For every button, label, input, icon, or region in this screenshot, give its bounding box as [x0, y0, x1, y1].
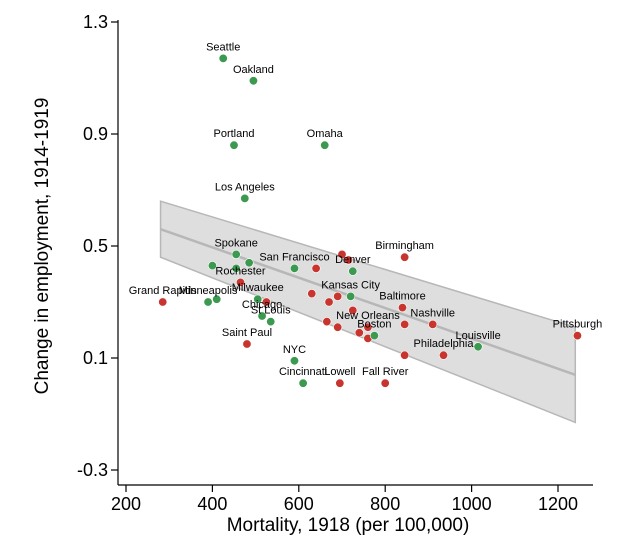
data-point[interactable]: [212, 294, 222, 304]
x-tick-label: 600: [284, 494, 314, 514]
data-point[interactable]: [348, 266, 358, 276]
point-label: Pittsburgh: [553, 319, 603, 331]
data-point[interactable]: [369, 331, 379, 341]
data-point[interactable]: [158, 297, 168, 307]
point-label: Nashville: [410, 307, 455, 319]
data-point[interactable]: [207, 261, 217, 271]
data-point[interactable]: [428, 319, 438, 329]
point-label: Louisville: [455, 330, 500, 342]
point-label: Spokane: [214, 237, 257, 249]
data-point[interactable]: [253, 294, 263, 304]
point-label: Fall River: [362, 366, 409, 378]
data-point[interactable]: [473, 342, 483, 352]
data-point[interactable]: [335, 378, 345, 388]
data-point[interactable]: [235, 277, 245, 287]
point-label: St Louis: [251, 305, 291, 317]
point-label: Grand Rapids: [129, 285, 197, 297]
data-point[interactable]: [320, 140, 330, 150]
fit-line: [160, 228, 576, 376]
fit-line-layer: [160, 228, 576, 376]
data-point[interactable]: [324, 297, 334, 307]
point-label: Kansas City: [321, 279, 380, 291]
data-point[interactable]: [218, 53, 228, 63]
data-point[interactable]: [333, 291, 343, 301]
point-label: Omaha: [307, 128, 344, 140]
data-point[interactable]: [242, 339, 252, 349]
data-point[interactable]: [397, 303, 407, 313]
data-point[interactable]: [400, 252, 410, 262]
point-label: Oakland: [233, 64, 274, 76]
x-tick-label: 1000: [452, 494, 492, 514]
data-point[interactable]: [348, 305, 358, 315]
point-label: Los Angeles: [215, 181, 275, 193]
x-tick-label: 800: [370, 494, 400, 514]
point-label: NYC: [283, 344, 306, 356]
data-point[interactable]: [231, 263, 241, 273]
data-point[interactable]: [400, 319, 410, 329]
y-tick-label: 1.3: [83, 12, 108, 32]
data-point[interactable]: [439, 350, 449, 360]
axes: [111, 20, 593, 492]
data-point[interactable]: [333, 322, 343, 332]
point-label: Birmingham: [375, 240, 434, 252]
tick-labels: 200 400 600 800 1000 1200 -0.3 0.1 0.5 0.9 1.3: [77, 12, 578, 514]
data-point[interactable]: [257, 311, 267, 321]
x-tick-label: 400: [197, 494, 227, 514]
data-point[interactable]: [346, 291, 356, 301]
point-label: Milwaukee: [232, 282, 284, 294]
point-label: Philadelphia: [414, 338, 475, 350]
confidence-band-layer: [159, 200, 577, 424]
data-point[interactable]: [337, 249, 347, 259]
data-point[interactable]: [354, 328, 364, 338]
point-label: Baltimore: [379, 291, 425, 303]
point-label: Rochester: [215, 265, 265, 277]
data-points: [158, 53, 582, 388]
y-tick-label: -0.3: [77, 460, 108, 480]
point-label: Denver: [335, 254, 371, 266]
data-point[interactable]: [400, 350, 410, 360]
y-tick-label: 0.1: [83, 348, 108, 368]
point-label: Cincinnati: [279, 366, 327, 378]
point-label: Lowell: [324, 366, 355, 378]
data-point[interactable]: [311, 263, 321, 273]
y-tick-label: 0.5: [83, 236, 108, 256]
data-point[interactable]: [266, 317, 276, 327]
data-point[interactable]: [363, 322, 373, 332]
point-label: Saint Paul: [222, 327, 272, 339]
data-point[interactable]: [244, 258, 254, 268]
data-point[interactable]: [298, 378, 308, 388]
point-label: Boston: [357, 319, 391, 331]
point-label: Minneapolis: [179, 285, 238, 297]
point-label: San Francisco: [259, 251, 329, 263]
data-point[interactable]: [229, 140, 239, 150]
data-point[interactable]: [322, 317, 332, 327]
point-label: Chicago: [242, 299, 282, 311]
x-tick-label: 200: [111, 494, 141, 514]
x-tick-label: 1200: [538, 494, 578, 514]
x-axis-title: Mortality, 1918 (per 100,000): [227, 515, 470, 536]
data-point[interactable]: [307, 289, 317, 299]
data-point[interactable]: [203, 297, 213, 307]
confidence-band: [159, 200, 577, 424]
y-tick-label: 0.9: [83, 124, 108, 144]
data-point[interactable]: [380, 378, 390, 388]
data-point[interactable]: [572, 331, 582, 341]
point-label: Portland: [214, 128, 255, 140]
data-point[interactable]: [261, 297, 271, 307]
point-label: New Orleans: [336, 310, 400, 322]
point-label: Seattle: [206, 41, 240, 53]
data-point[interactable]: [289, 356, 299, 366]
data-point[interactable]: [289, 263, 299, 273]
y-axis-title: Change in employment, 1914-1919: [32, 98, 53, 395]
data-point[interactable]: [240, 193, 250, 203]
point-labels: Seattle Oakland Portland Omaha Los Angeles Sp…: [129, 41, 602, 378]
data-point[interactable]: [231, 249, 241, 259]
data-point[interactable]: [248, 76, 258, 86]
data-point[interactable]: [343, 255, 353, 265]
